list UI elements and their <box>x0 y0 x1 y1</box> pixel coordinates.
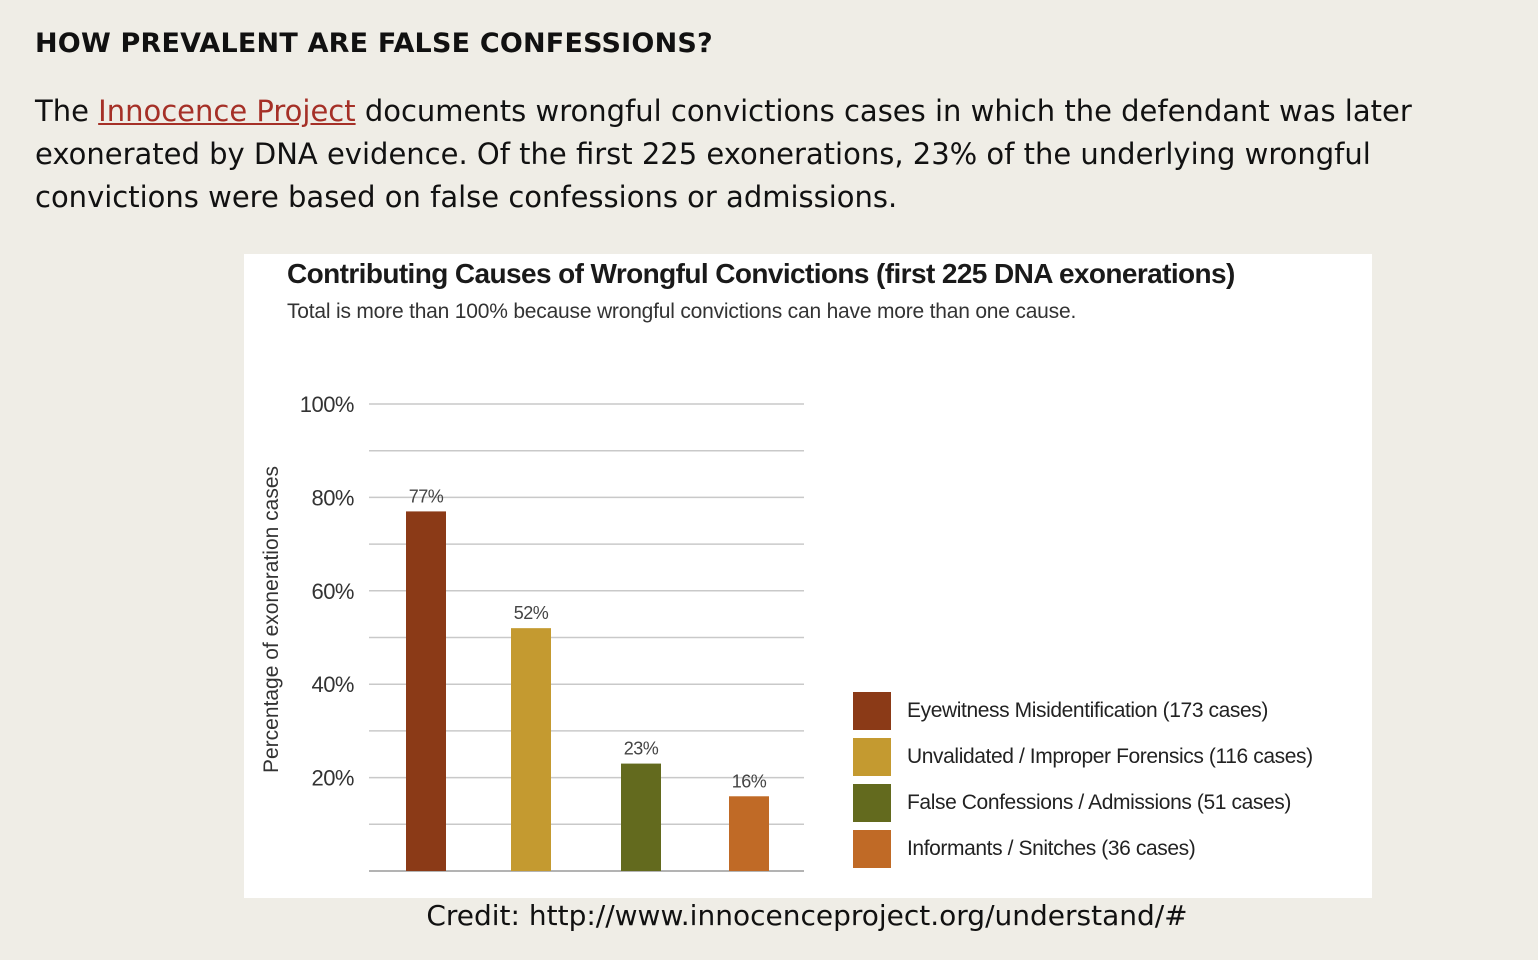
bar-3 <box>621 763 661 871</box>
legend-swatch <box>853 784 891 822</box>
legend-label: Eyewitness Misidentification (173 cases) <box>907 699 1268 722</box>
y-tick-label: 60% <box>311 579 354 604</box>
y-tick-label: 80% <box>311 485 354 510</box>
bar-value-label: 77% <box>409 486 444 506</box>
chart-subtitle: Total is more than 100% because wrongful… <box>287 300 1077 323</box>
chart-legend: Eyewitness Misidentification (173 cases)… <box>853 688 1368 872</box>
chart-title: Contributing Causes of Wrongful Convicti… <box>287 258 1235 289</box>
legend-label: Unvalidated / Improper Forensics (116 ca… <box>907 745 1313 768</box>
y-tick-label: 40% <box>311 672 354 697</box>
y-axis-title: Percentage of exoneration cases <box>260 466 283 773</box>
bar-value-label: 16% <box>732 771 767 791</box>
legend-item: False Confessions / Admissions (51 cases… <box>853 780 1368 826</box>
innocence-project-link[interactable]: Innocence Project <box>98 94 356 128</box>
paragraph-text-start: The <box>35 94 99 128</box>
y-tick-label: 100% <box>300 392 354 417</box>
bar-4 <box>729 796 769 871</box>
bar-2 <box>511 628 551 871</box>
legend-item: Informants / Snitches (36 cases) <box>853 826 1368 872</box>
intro-paragraph: The Innocence Project documents wrongful… <box>35 90 1525 219</box>
bar-value-label: 52% <box>514 603 549 623</box>
bar-chart: 20% 40% 60% 80% 100% Percentage of exoneratio… <box>260 392 804 872</box>
bar-value-label: 23% <box>624 739 659 759</box>
y-tick-label: 20% <box>311 766 354 791</box>
legend-swatch <box>853 830 891 868</box>
credit-line: Credit: http://www.innocenceproject.org/… <box>426 899 1188 932</box>
paragraph-text-rest: documents wrongful convictions cases in … <box>35 94 1412 214</box>
chart-panel: Contributing Causes of Wrongful Convicti… <box>244 254 1372 898</box>
legend-label: Informants / Snitches (36 cases) <box>907 837 1196 860</box>
legend-swatch <box>853 738 891 776</box>
legend-item: Unvalidated / Improper Forensics (116 ca… <box>853 734 1368 780</box>
page-heading: HOW PREVALENT ARE FALSE CONFESSIONS? <box>35 28 713 59</box>
legend-label: False Confessions / Admissions (51 cases… <box>907 791 1291 814</box>
legend-swatch <box>853 692 891 730</box>
bar-1 <box>406 511 446 871</box>
legend-item: Eyewitness Misidentification (173 cases) <box>853 688 1368 734</box>
